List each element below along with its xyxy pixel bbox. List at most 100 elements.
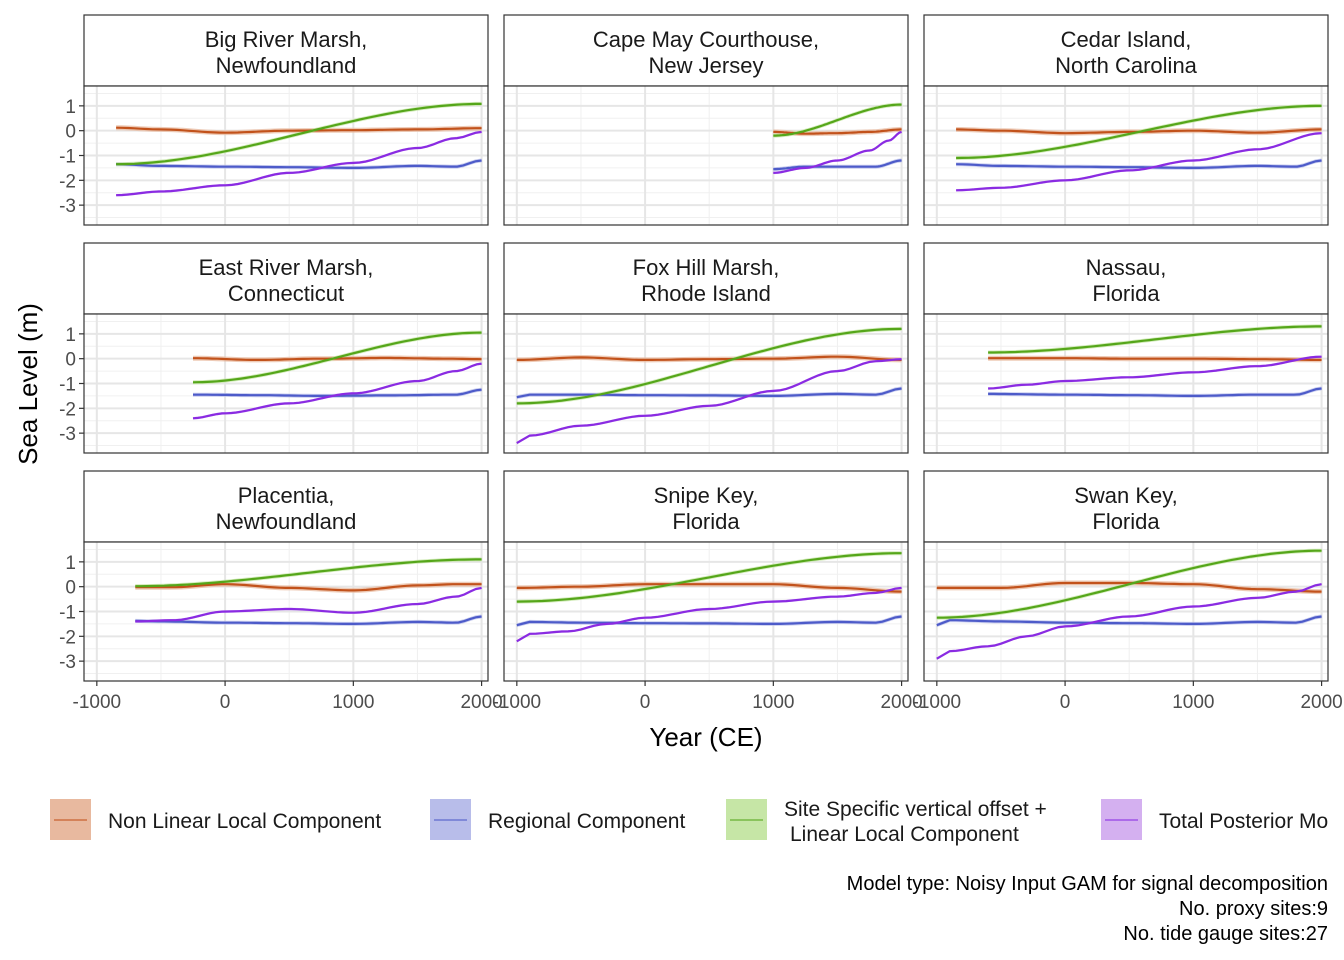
y-tick-label: -1 [59, 603, 76, 624]
legend-item: Regional Component [430, 799, 685, 840]
x-tick-label: 1000 [752, 692, 794, 713]
x-tick-label: -1000 [493, 692, 542, 713]
total-line [988, 355, 1322, 390]
x-tick-label: 2000 [1300, 692, 1342, 713]
y-tick-label: 0 [65, 350, 76, 371]
facet-title-line: Florida [1092, 509, 1160, 534]
total-line [773, 130, 902, 174]
panel-border [923, 85, 1329, 226]
y-tick-label: -1 [59, 147, 76, 168]
facet-title-line: Florida [672, 509, 740, 534]
facet-title-line: New Jersey [649, 53, 764, 78]
facet-panel: Placentia,Newfoundland 1 0 -1 -2 -3 [59, 470, 489, 682]
x-tick-label: 0 [640, 692, 651, 713]
facet-title-line: Swan Key, [1074, 483, 1178, 508]
regional-line [116, 159, 482, 169]
total-line [116, 130, 482, 197]
x-tick-label: 2000 [460, 692, 502, 713]
facet-title-line: Fox Hill Marsh, [633, 255, 780, 280]
y-axis-title: Sea Level (m) [13, 303, 43, 465]
regional-line [988, 387, 1322, 397]
facet-strip [83, 14, 489, 87]
legend-label: Total Posterior Mo [1159, 810, 1328, 833]
y-tick-label: -3 [59, 196, 76, 217]
x-tick-label: -1000 [913, 692, 962, 713]
facet-title-line: East River Marsh, [199, 255, 374, 280]
facet-title-line: Florida [1092, 281, 1160, 306]
x-tick-label: -1000 [73, 692, 122, 713]
facet-title-line: Rhode Island [641, 281, 771, 306]
x-tick-label: 1000 [1172, 692, 1214, 713]
total-line [936, 583, 1322, 660]
caption-line: No. tide gauge sites:27 [1123, 923, 1328, 945]
y-tick-label: 1 [65, 325, 76, 346]
facet-title-line: Connecticut [228, 281, 344, 306]
facet-title-line: Snipe Key, [654, 483, 759, 508]
facet-panel: Fox Hill Marsh,Rhode Island [503, 242, 909, 454]
facet-strip [923, 470, 1329, 543]
x-tick-label: 0 [1060, 692, 1071, 713]
linear-line [516, 327, 902, 405]
facet-title-line: Nassau, [1086, 255, 1167, 280]
legend-label: Regional Component [488, 810, 685, 833]
legend-item: Non Linear Local Component [50, 799, 381, 840]
nonlinear-ribbon [936, 580, 1322, 595]
facet-strip [83, 242, 489, 315]
y-tick-label: 1 [65, 97, 76, 118]
legend-item: Total Posterior Mo [1101, 799, 1328, 840]
nonlinear-line [516, 583, 902, 593]
y-tick-label: -3 [59, 424, 76, 445]
facet-title-line: Newfoundland [216, 509, 357, 534]
panel-border [503, 85, 909, 226]
linear-line [773, 103, 902, 137]
panel-border [503, 541, 909, 682]
regional-line [936, 615, 1322, 627]
linear-line [116, 102, 482, 166]
facet-panel: Nassau,Florida [923, 242, 1329, 454]
x-axis-ticks: -1000 0 1000 2000-1000 0 1000 2000-1000 0 1000 20… [73, 681, 1343, 713]
regional-line [956, 159, 1322, 169]
caption: Model type: Noisy Input GAM for signal d… [847, 873, 1328, 945]
y-tick-label: -3 [59, 652, 76, 673]
facet-panel: Swan Key,Florida [923, 470, 1329, 682]
total-line [192, 362, 482, 420]
panels-layer: Big River Marsh,Newfoundland10-1-2-3Cape… [59, 14, 1329, 682]
facet-panel: Big River Marsh,Newfoundland 1 0 -1 -2 -3 [59, 14, 489, 226]
facet-strip [503, 470, 909, 543]
linear-line [936, 549, 1322, 619]
x-axis-title: Year (CE) [649, 722, 762, 752]
facet-panel: Cedar Island,North Carolina [923, 14, 1329, 226]
legend-label: Non Linear Local Component [108, 810, 381, 833]
facet-panel: East River Marsh,Connecticut 1 0 -1 -2 -3 [59, 242, 489, 454]
legend-label: Linear Local Component [790, 823, 1019, 846]
facet-title-line: Cedar Island, [1061, 27, 1192, 52]
panel-border [923, 541, 1329, 682]
nonlinear-line [116, 126, 482, 134]
linear-line [516, 552, 902, 603]
panel-border [503, 313, 909, 454]
y-tick-label: -2 [59, 627, 76, 648]
facet-title-line: North Carolina [1055, 53, 1198, 78]
regional-line [516, 387, 902, 399]
regional-line [135, 615, 482, 625]
nonlinear-line [988, 357, 1322, 361]
legend-label: Site Specific vertical offset + [784, 798, 1047, 821]
caption-line: No. proxy sites:9 [1179, 898, 1328, 920]
facet-title-line: Newfoundland [216, 53, 357, 78]
facet-strip [503, 14, 909, 87]
facet-title-line: Placentia, [238, 483, 335, 508]
nonlinear-line [936, 581, 1322, 593]
linear-line [192, 331, 482, 384]
x-tick-label: 1000 [332, 692, 374, 713]
legend: Non Linear Local Component Regional Compo… [50, 798, 1328, 846]
facet-panel: Cape May Courthouse,New Jersey [503, 14, 909, 226]
facet-strip [923, 14, 1329, 87]
x-tick-label: 2000 [880, 692, 922, 713]
total-line [135, 586, 482, 623]
legend-item: Site Specific vertical offset +Linear Lo… [726, 798, 1047, 846]
linear-line [956, 104, 1322, 160]
facet-strip [503, 242, 909, 315]
y-tick-label: -2 [59, 171, 76, 192]
total-line [516, 586, 902, 643]
nonlinear-line [516, 355, 902, 361]
